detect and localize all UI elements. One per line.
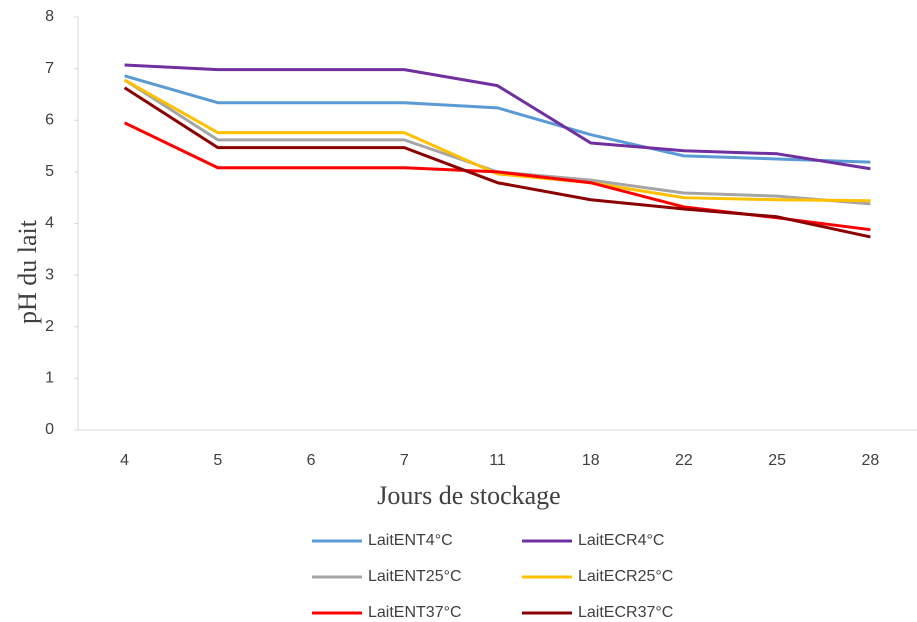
line-series: [124, 74, 871, 164]
y-tick-label: 8: [45, 8, 54, 25]
legend-label: LaitECR25°C: [578, 568, 673, 585]
y-axis-title: pH du lait: [13, 219, 42, 324]
line-series: [123, 78, 871, 203]
x-tick-label: 25: [768, 452, 786, 469]
x-axis-title: Jours de stockage: [377, 481, 560, 510]
line-series: [123, 86, 871, 239]
legend-label: LaitENT37°C: [368, 604, 462, 621]
y-tick-label: 7: [45, 60, 54, 77]
y-tick-label: 6: [45, 111, 54, 128]
x-tick-label: 4: [120, 452, 129, 469]
x-tick-label: 6: [307, 452, 316, 469]
y-tick-label: 4: [45, 215, 54, 232]
x-tick-label: 22: [675, 452, 693, 469]
x-tick-label: 28: [861, 452, 879, 469]
line-series: [124, 63, 871, 171]
legend-label: LaitENT25°C: [368, 568, 462, 585]
y-tick-label: 2: [45, 318, 54, 335]
line-series: [123, 78, 871, 206]
y-tick-label: 5: [45, 163, 54, 180]
x-tick-label: 11: [489, 452, 506, 469]
x-tick-label: 7: [400, 452, 409, 469]
x-tick-label: 18: [582, 452, 600, 469]
y-tick-label: 1: [45, 370, 54, 387]
y-tick-label: 3: [45, 266, 54, 283]
legend-label: LaitENT4°C: [368, 532, 453, 549]
legend-label: LaitECR4°C: [578, 532, 664, 549]
x-tick-label: 5: [213, 452, 222, 469]
legend-label: LaitECR37°C: [578, 604, 673, 621]
y-tick-label: 0: [45, 421, 54, 438]
